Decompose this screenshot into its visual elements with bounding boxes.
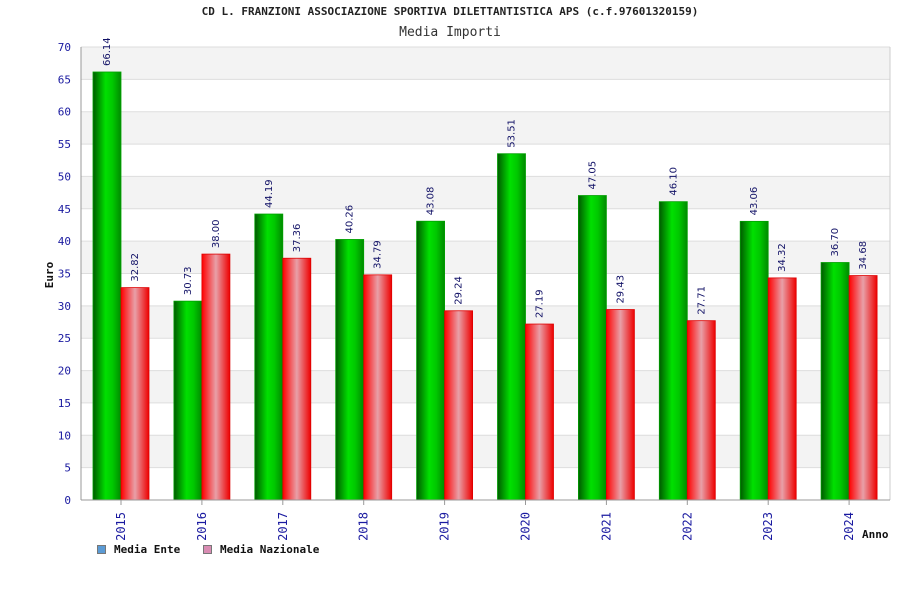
bar-media-ente-2016 [173,300,203,501]
data-label: 34.68 [858,241,869,270]
grid-band [81,79,890,112]
bar-media-nazionale-2018 [363,274,393,501]
x-tick-label: 2018 [357,512,371,541]
y-tick-label: 35 [58,268,71,281]
data-label: 29.24 [454,276,465,305]
data-label: 27.71 [696,286,707,315]
data-label: 30.73 [183,266,194,295]
bar-series: 66.14 32.82 30.73 38.00 44.19 37.36 40.26 34.79… [92,37,878,501]
y-tick-label: 50 [58,170,71,183]
data-label: 37.36 [292,224,303,253]
data-label: 38.00 [211,219,222,248]
y-axis-label: Euro [43,261,56,288]
x-axis-label: Anno [862,528,889,541]
grid-band [81,176,890,209]
data-label: 44.19 [264,179,275,208]
legend-item-media-ente: Media Ente [97,543,180,556]
bar-media-ente-2015 [92,71,122,501]
grid-band [81,208,890,242]
bar-media-nazionale-2021 [606,309,635,501]
data-label: 32.82 [130,253,141,282]
y-tick-label: 10 [58,429,71,442]
y-tick-label: 20 [58,365,71,378]
data-label: 36.70 [830,228,841,257]
bar-media-ente-2024 [820,262,850,501]
y-tick-label: 40 [58,235,71,248]
data-label: 34.32 [777,243,788,272]
x-tick-label: 2021 [599,512,613,541]
bar-media-nazionale-2023 [767,277,797,501]
data-label: 40.26 [345,205,356,234]
data-label: 46.10 [668,167,679,196]
y-tick-label: 60 [58,106,71,119]
bar-media-nazionale-2020 [525,323,554,501]
y-tick-label: 5 [64,462,71,475]
bar-media-ente-2022 [658,201,688,501]
bar-media-ente-2021 [578,195,607,501]
bar-media-ente-2023 [739,220,769,501]
chart-title: CD L. FRANZIONI ASSOCIAZIONE SPORTIVA DI… [201,5,699,18]
bar-media-nazionale-2015 [120,287,150,501]
legend-swatch-media-ente [97,545,106,554]
x-tick-label: 2016 [195,512,209,541]
bar-media-ente-2019 [416,220,446,501]
data-label: 43.06 [749,187,760,216]
x-tick-label: 2017 [276,512,290,541]
x-axis-ticks: 2015 2016 2017 2018 2019 2020 2021 2022 2023 2024 [114,500,856,541]
grid-band [81,111,890,145]
bar-media-nazionale-2017 [282,257,312,501]
y-tick-label: 0 [64,494,71,507]
data-label: 53.51 [507,119,518,148]
legend-label-media-ente: Media Ente [114,543,181,556]
bar-media-ente-2017 [254,213,284,501]
legend-item-media-nazionale: Media Nazionale [203,543,319,556]
x-tick-label: 2024 [842,512,856,541]
legend-swatch-media-nazionale [203,545,212,554]
bar-media-ente-2018 [335,239,365,501]
y-tick-label: 45 [58,203,71,216]
bar-media-nazionale-2019 [444,310,474,501]
y-tick-label: 55 [58,138,71,151]
bar-media-nazionale-2016 [201,253,231,501]
bar-media-ente-2020 [497,153,526,501]
data-label: 29.43 [615,275,626,304]
grid-band [81,144,890,177]
grid-band [81,47,890,80]
y-tick-label: 65 [58,73,71,86]
data-label: 34.79 [373,240,384,269]
x-tick-label: 2015 [114,512,128,541]
x-tick-label: 2023 [761,512,775,541]
y-tick-label: 25 [58,332,71,345]
y-tick-label: 70 [58,41,71,54]
data-label: 66.14 [102,37,113,66]
y-axis-ticks: 0 5 10 15 20 25 30 35 40 45 50 55 60 65 70 [58,41,71,507]
x-tick-label: 2022 [680,512,694,541]
x-tick-label: 2019 [438,512,452,541]
y-tick-label: 30 [58,300,71,313]
y-tick-label: 15 [58,397,71,410]
data-label: 47.05 [587,161,598,190]
bar-media-nazionale-2022 [686,320,716,501]
legend-label-media-nazionale: Media Nazionale [220,543,320,556]
data-label: 27.19 [535,289,546,318]
data-label: 43.08 [426,187,437,216]
x-tick-label: 2020 [519,512,533,541]
chart-subtitle: Media Importi [399,25,501,40]
bar-media-nazionale-2024 [848,275,878,501]
